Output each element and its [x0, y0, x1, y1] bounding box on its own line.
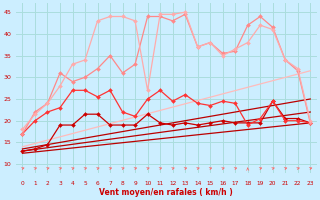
X-axis label: Vent moyen/en rafales ( km/h ): Vent moyen/en rafales ( km/h ) — [100, 188, 233, 197]
